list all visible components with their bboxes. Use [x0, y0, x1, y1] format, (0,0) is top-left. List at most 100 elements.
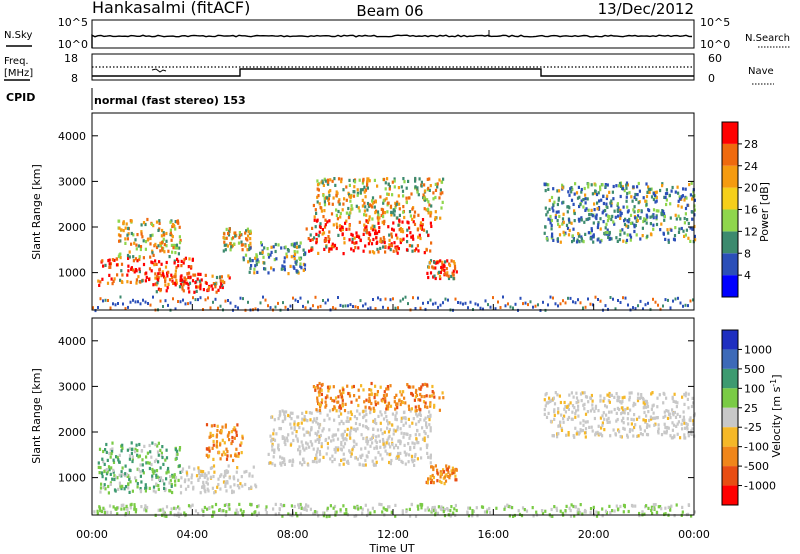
power-cell [434, 182, 437, 186]
velocity-cell [124, 511, 127, 516]
power-cell [587, 208, 590, 212]
power-noise-cell [529, 300, 532, 304]
velocity-cell [390, 510, 393, 514]
velocity-cell [291, 463, 294, 467]
power-noise-cell [147, 302, 149, 305]
velocity-cell [128, 490, 131, 494]
power-cell [348, 193, 351, 197]
velocity-cell [426, 405, 429, 409]
power-cell [592, 221, 595, 225]
power-cell [619, 229, 622, 233]
power-cell [127, 256, 130, 260]
power-cell [374, 232, 377, 236]
power-noise-cell [402, 297, 404, 301]
power-cell [621, 185, 624, 189]
power-cell [390, 242, 393, 246]
power-cell [320, 209, 323, 213]
velocity-cell [442, 396, 445, 400]
velocity-ylabel: Slant Range [km] [30, 368, 43, 464]
velocity-cell [233, 483, 236, 487]
power-cell [596, 238, 599, 242]
velocity-cell [628, 391, 631, 395]
velocity-cell [349, 450, 352, 454]
velocity-cell [279, 427, 282, 431]
power-cell [610, 204, 613, 208]
velocity-cell [128, 447, 131, 451]
velocity-cell [665, 429, 668, 433]
velocity-cell [219, 487, 222, 491]
power-cell [182, 289, 185, 293]
velocity-cell [265, 505, 268, 509]
velocity-cell [551, 514, 554, 518]
power-ytick-label: 1000 [58, 267, 86, 280]
velocity-cell [120, 503, 123, 507]
power-noise-cell [192, 296, 194, 300]
power-noise-cell [139, 302, 142, 306]
velocity-cell [209, 434, 212, 438]
power-cell [448, 263, 452, 268]
power-cell [113, 277, 116, 281]
power-cell [561, 217, 565, 221]
velocity-cell [310, 426, 313, 430]
power-cell [389, 248, 392, 252]
velocity-cell [567, 403, 570, 407]
velocity-label-text: Velocity [m s [770, 386, 783, 457]
power-cell [315, 237, 318, 242]
power-cell [223, 240, 226, 244]
velocity-cell [681, 418, 684, 422]
power-cell [408, 196, 411, 200]
velocity-cell [660, 433, 664, 437]
power-cell [199, 272, 202, 276]
velocity-cell [341, 398, 344, 402]
velocity-cell [204, 490, 207, 494]
power-cell [625, 238, 629, 242]
velocity-cell [131, 459, 134, 464]
velocity-cell [517, 509, 520, 513]
velocity-cell [449, 509, 452, 513]
velocity-cell [623, 427, 626, 431]
velocity-cell [238, 502, 241, 506]
velocity-cell [640, 393, 643, 397]
x-tick-label: 00:00 [76, 528, 108, 541]
power-cell [186, 272, 189, 276]
velocity-cell [432, 475, 435, 480]
velocity-cell [281, 460, 284, 465]
velocity-cell [409, 447, 412, 451]
power-cell [239, 233, 242, 237]
power-noise-cell [399, 299, 402, 303]
velocity-cell [318, 408, 322, 412]
velocity-cell [385, 393, 388, 397]
velocity-cell [234, 511, 237, 515]
power-cell [597, 223, 600, 227]
power-cell [138, 255, 141, 259]
velocity-cell [609, 511, 612, 515]
power-cell [434, 216, 437, 220]
velocity-cell [111, 477, 114, 481]
velocity-cell [687, 512, 690, 516]
power-cell [580, 199, 583, 203]
velocity-cell [396, 425, 399, 429]
velocity-cell [400, 431, 403, 435]
velocity-cell [543, 408, 546, 412]
power-cell [402, 205, 405, 209]
velocity-cell [293, 422, 296, 426]
power-cell [250, 264, 253, 268]
velocity-cell [420, 385, 423, 389]
power-cell [436, 261, 439, 265]
velocity-cell [388, 505, 391, 509]
velocity-cell [495, 506, 498, 510]
power-cell [335, 222, 338, 226]
power-cell [376, 247, 379, 251]
velocity-cell [327, 389, 330, 393]
power-cell [387, 182, 390, 186]
power-cell [423, 207, 426, 211]
power-cell [149, 255, 152, 259]
power-cell [134, 238, 137, 242]
velocity-cell [373, 446, 376, 450]
velocity-cell [149, 450, 152, 454]
power-cell [395, 249, 398, 253]
power-cell [342, 252, 345, 256]
velocity-cell [193, 467, 196, 471]
power-cell [173, 225, 176, 229]
velocity-cell [648, 424, 651, 428]
